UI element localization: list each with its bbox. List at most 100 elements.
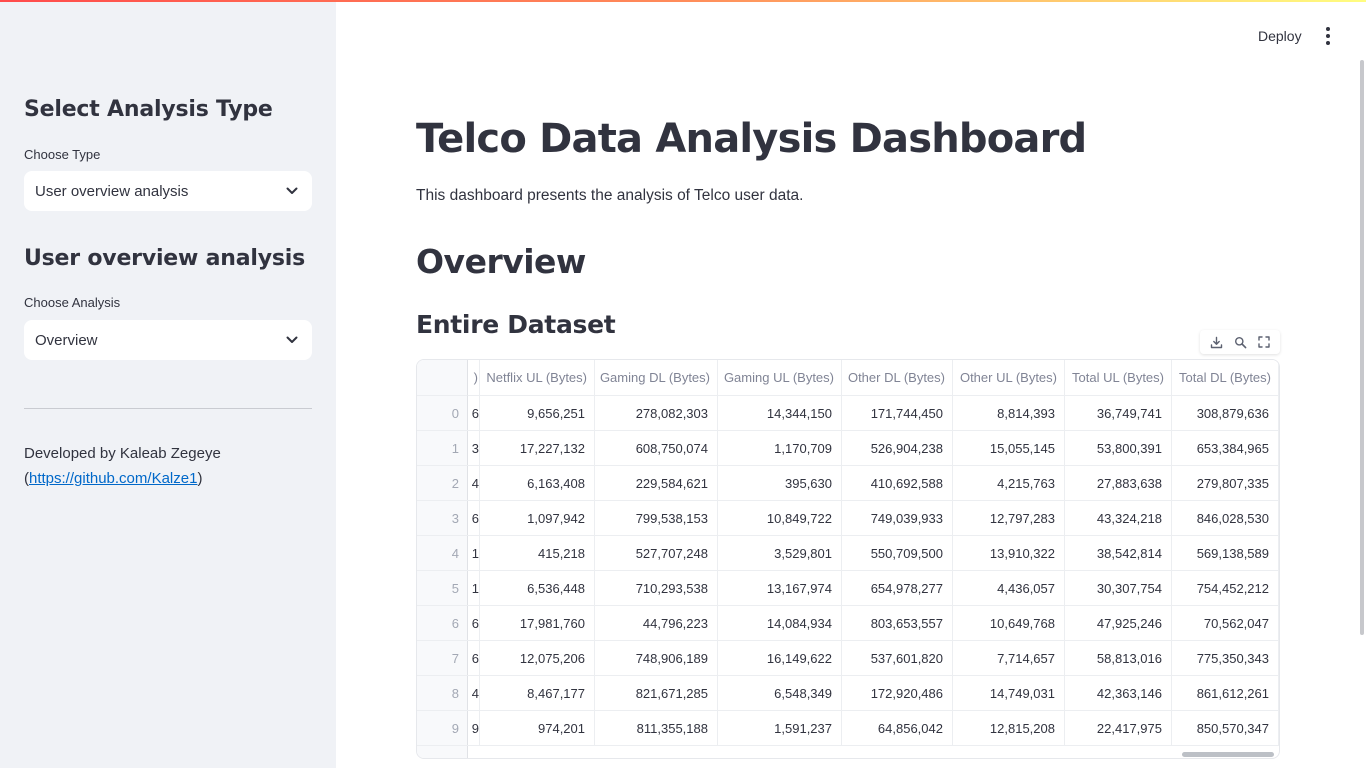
table-cell[interactable]: 171,744,450: [842, 396, 953, 431]
table-cell[interactable]: 44,796,223: [595, 606, 718, 641]
table-cell[interactable]: 43,324,218: [1065, 501, 1172, 536]
deploy-button[interactable]: Deploy: [1258, 28, 1302, 44]
column-header[interactable]: Gaming UL (Bytes): [718, 360, 842, 396]
table-cell[interactable]: 12,075,206: [480, 641, 595, 676]
table-cell[interactable]: 846,028,530: [1172, 501, 1279, 536]
table-cell[interactable]: 748,906,189: [595, 641, 718, 676]
table-cell[interactable]: 653,384,965: [1172, 431, 1279, 466]
column-header[interactable]: Gaming DL (Bytes): [595, 360, 718, 396]
table-cell[interactable]: 53,800,391: [1065, 431, 1172, 466]
table-cell[interactable]: 754,452,212: [1172, 571, 1279, 606]
table-cell[interactable]: 229,584,621: [595, 466, 718, 501]
table-cell[interactable]: 8,467,177: [480, 676, 595, 711]
more-vertical-icon[interactable]: [1318, 26, 1338, 46]
table-cell[interactable]: 569,138,589: [1172, 536, 1279, 571]
table-cell[interactable]: 13,167,974: [718, 571, 842, 606]
row-index: 6: [417, 606, 468, 641]
page-scrollbar[interactable]: [1360, 60, 1364, 635]
table-cell[interactable]: 415,218: [480, 536, 595, 571]
table-cell[interactable]: 279,807,335: [1172, 466, 1279, 501]
table-cell-partial[interactable]: 1: [468, 571, 480, 606]
table-cell[interactable]: 775,350,343: [1172, 641, 1279, 676]
choose-analysis-select[interactable]: Overview: [24, 320, 312, 360]
table-cell[interactable]: 811,355,188: [595, 711, 718, 746]
fullscreen-icon[interactable]: [1255, 333, 1273, 351]
table-cell[interactable]: 710,293,538: [595, 571, 718, 606]
partial-header-cell[interactable]: ): [468, 360, 480, 396]
choose-type-select[interactable]: User overview analysis: [24, 171, 312, 211]
table-cell[interactable]: 410,692,588: [842, 466, 953, 501]
table-cell[interactable]: 38,542,814: [1065, 536, 1172, 571]
table-cell-partial[interactable]: 6: [468, 641, 480, 676]
table-cell[interactable]: 799,538,153: [595, 501, 718, 536]
table-cell[interactable]: 278,082,303: [595, 396, 718, 431]
table-cell[interactable]: 6,548,349: [718, 676, 842, 711]
table-cell-partial[interactable]: 9: [468, 711, 480, 746]
table-cell[interactable]: 17,981,760: [480, 606, 595, 641]
github-link[interactable]: https://github.com/Kalze1: [29, 470, 198, 487]
table-cell[interactable]: 6,163,408: [480, 466, 595, 501]
table-cell[interactable]: 9,656,251: [480, 396, 595, 431]
table-cell[interactable]: 526,904,238: [842, 431, 953, 466]
table-cell[interactable]: 308,879,636: [1172, 396, 1279, 431]
table-cell[interactable]: 861,612,261: [1172, 676, 1279, 711]
table-cell[interactable]: 1,170,709: [718, 431, 842, 466]
column-header[interactable]: Total UL (Bytes): [1065, 360, 1172, 396]
table-cell[interactable]: 10,849,722: [718, 501, 842, 536]
column-header[interactable]: Total DL (Bytes): [1172, 360, 1279, 396]
column-header[interactable]: Other DL (Bytes): [842, 360, 953, 396]
table-cell[interactable]: 803,653,557: [842, 606, 953, 641]
table-cell[interactable]: 70,562,047: [1172, 606, 1279, 641]
table-cell-partial[interactable]: 3: [468, 431, 480, 466]
table-cell[interactable]: 58,813,016: [1065, 641, 1172, 676]
table-cell[interactable]: 850,570,347: [1172, 711, 1279, 746]
table-cell[interactable]: 608,750,074: [595, 431, 718, 466]
table-cell[interactable]: 42,363,146: [1065, 676, 1172, 711]
dataframe-grid[interactable]: ) Netflix UL (Bytes) Gaming DL (Bytes) Gam…: [416, 359, 1280, 759]
table-cell[interactable]: 12,797,283: [953, 501, 1065, 536]
search-icon[interactable]: [1231, 333, 1249, 351]
table-cell[interactable]: 16,149,622: [718, 641, 842, 676]
table-cell[interactable]: 7,714,657: [953, 641, 1065, 676]
grid-horizontal-scrollbar[interactable]: [1182, 752, 1274, 757]
table-cell[interactable]: 27,883,638: [1065, 466, 1172, 501]
table-cell-partial[interactable]: 6: [468, 606, 480, 641]
table-cell[interactable]: 10,649,768: [953, 606, 1065, 641]
column-header[interactable]: Other UL (Bytes): [953, 360, 1065, 396]
table-cell[interactable]: 749,039,933: [842, 501, 953, 536]
table-cell[interactable]: 527,707,248: [595, 536, 718, 571]
table-cell[interactable]: 22,417,975: [1065, 711, 1172, 746]
table-cell[interactable]: 8,814,393: [953, 396, 1065, 431]
table-cell[interactable]: 4,436,057: [953, 571, 1065, 606]
download-icon[interactable]: [1207, 333, 1225, 351]
table-cell[interactable]: 64,856,042: [842, 711, 953, 746]
table-cell[interactable]: 821,671,285: [595, 676, 718, 711]
table-cell[interactable]: 14,084,934: [718, 606, 842, 641]
table-cell-partial[interactable]: 6: [468, 501, 480, 536]
table-cell[interactable]: 14,749,031: [953, 676, 1065, 711]
table-cell[interactable]: 974,201: [480, 711, 595, 746]
table-cell[interactable]: 395,630: [718, 466, 842, 501]
table-cell[interactable]: 36,749,741: [1065, 396, 1172, 431]
table-cell[interactable]: 1,591,237: [718, 711, 842, 746]
table-cell-partial[interactable]: 4: [468, 676, 480, 711]
table-cell[interactable]: 4,215,763: [953, 466, 1065, 501]
table-cell[interactable]: 550,709,500: [842, 536, 953, 571]
table-cell-partial[interactable]: 1: [468, 536, 480, 571]
table-cell[interactable]: 654,978,277: [842, 571, 953, 606]
table-cell[interactable]: 6,536,448: [480, 571, 595, 606]
table-cell[interactable]: 15,055,145: [953, 431, 1065, 466]
table-cell-partial[interactable]: 4: [468, 466, 480, 501]
table-cell[interactable]: 3,529,801: [718, 536, 842, 571]
table-cell[interactable]: 12,815,208: [953, 711, 1065, 746]
table-cell-partial[interactable]: 6: [468, 396, 480, 431]
column-header[interactable]: Netflix UL (Bytes): [480, 360, 595, 396]
table-cell[interactable]: 30,307,754: [1065, 571, 1172, 606]
table-cell[interactable]: 1,097,942: [480, 501, 595, 536]
table-cell[interactable]: 13,910,322: [953, 536, 1065, 571]
table-cell[interactable]: 172,920,486: [842, 676, 953, 711]
table-cell[interactable]: 17,227,132: [480, 431, 595, 466]
table-cell[interactable]: 537,601,820: [842, 641, 953, 676]
table-cell[interactable]: 47,925,246: [1065, 606, 1172, 641]
table-cell[interactable]: 14,344,150: [718, 396, 842, 431]
